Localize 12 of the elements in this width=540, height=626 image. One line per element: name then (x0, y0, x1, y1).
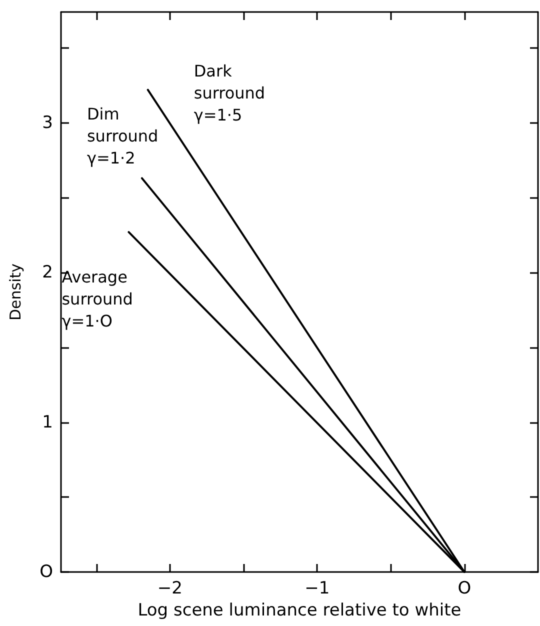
y-tick-label: 1 (42, 412, 53, 432)
series-label: Average surround γ=1·O (62, 268, 133, 331)
y-tick-label: 3 (42, 112, 53, 133)
series-label: Dim surround γ=1·2 (86, 104, 158, 168)
x-tick-label: O (458, 578, 472, 598)
x-tick-label: −1 (304, 578, 330, 598)
y-tick-label: O (40, 562, 53, 582)
x-tick-label: −2 (157, 578, 182, 598)
y-axis-title: Density (6, 263, 24, 321)
y-tick-label: 2 (42, 262, 53, 283)
x-axis-title: Log scene luminance relative to white (138, 600, 462, 620)
series-label: Dark surround γ=1·5 (194, 61, 266, 124)
